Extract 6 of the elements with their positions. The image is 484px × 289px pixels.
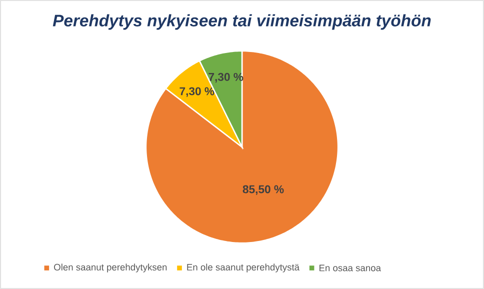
legend-label: En ole saanut perehdytystä xyxy=(187,264,300,272)
legend-label: En osaa sanoa xyxy=(320,264,381,272)
data-label: 85,50 % xyxy=(242,185,284,195)
legend-label: Olen saanut perehdytyksen xyxy=(54,264,167,272)
data-label: 7,30 % xyxy=(180,87,214,97)
chart-title: Perehdytys nykyiseen tai viimeisimpään työhön xyxy=(52,14,431,30)
